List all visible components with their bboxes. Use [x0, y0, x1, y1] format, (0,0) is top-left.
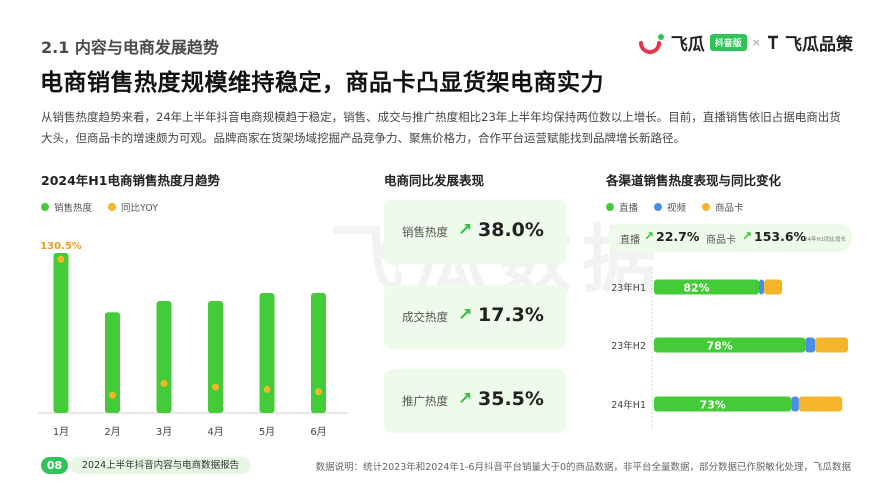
channel-growth-pill: 直播 ↗ 22.7% 商品卡 ↗ 153.6% 24年H1同比增长 [608, 224, 852, 252]
arrow-up-icon: ↗ [742, 229, 753, 243]
x-tick-label: 2月 [104, 426, 120, 438]
channel-segment-0 [654, 396, 792, 412]
green-dot-icon [606, 203, 614, 211]
x-tick-label: 5月 [259, 426, 275, 438]
kpi-label: 销售热度 [402, 225, 448, 239]
growth-live-label: 直播 [620, 235, 640, 246]
green-dot-icon [41, 203, 49, 211]
channel-segment-1 [791, 396, 799, 412]
growth-live-value: 22.7% [656, 229, 700, 244]
legend-item-sales-heat: 销售热度 [41, 200, 92, 214]
right-panel-title: 各渠道销售热度表现与同比变化 [606, 173, 782, 188]
blue-dot-icon [654, 203, 663, 211]
data-note: 数据说明：统计2023年和2024年1-6月抖音平台销量大于0的商品数据，非平台… [315, 462, 851, 473]
yoy-data-label: 130.5% [40, 241, 82, 252]
kpi-value: 35.5% [478, 388, 544, 410]
brand-badge: 抖音版 [709, 34, 747, 51]
heat-bar [53, 253, 69, 413]
orange-dot-icon [108, 203, 117, 211]
yoy-point [109, 391, 116, 399]
channel-segment-2 [798, 396, 843, 412]
live-data-label: 73% [700, 399, 726, 412]
growth-note: 24年H1同比增长 [804, 237, 847, 243]
growth-card-value: 153.6% [754, 229, 807, 244]
legend-label: 直播 [619, 203, 639, 214]
heat-bar [105, 312, 120, 413]
kpi-value: 17.3% [478, 304, 544, 326]
legend-label: 同比YOY [121, 203, 159, 214]
arrow-up-icon: ↗ [644, 229, 655, 243]
legend-label: 商品卡 [715, 203, 744, 214]
left-panel-title: 2024年H1电商销售热度月趋势 [41, 173, 220, 188]
kpi-card-sales: 销售热度 ↗ 38.0% [384, 200, 566, 264]
legend-label: 销售热度 [54, 203, 93, 214]
arrow-up-icon: ↗ [458, 305, 473, 325]
monthly-heat-chart: 1月 130.5% 2月 3月 4月 5月 6月 [38, 241, 348, 438]
brand-name: 飞瓜 [670, 35, 705, 55]
legend-label: 视频 [667, 203, 687, 214]
channel-segment-1 [805, 337, 816, 353]
x-tick-label: 4月 [207, 426, 223, 438]
channel-segment-2 [764, 279, 783, 295]
pince-logo-icon [766, 35, 780, 51]
summary-text: 从销售热度趋势来看，24年上半年抖音电商规模趋于稳定，销售、成交与推广热度相比2… [41, 110, 841, 145]
yoy-point [212, 383, 219, 391]
heat-bar [208, 301, 223, 413]
heat-bar [156, 301, 172, 413]
orange-dot-icon [702, 203, 711, 211]
page-number: 08 [41, 457, 68, 474]
yoy-point [160, 380, 168, 388]
heat-bar [311, 293, 326, 413]
right-legend: 直播 视频 商品卡 [606, 200, 744, 214]
live-data-label: 78% [706, 340, 732, 353]
channel-segment-0 [654, 279, 759, 295]
x-tick-label: 3月 [156, 426, 172, 438]
channel-segment-0 [654, 337, 806, 353]
page-headline: 电商销售热度规模维持稳定，商品卡凸显货架电商实力 [40, 70, 604, 96]
section-title: 2.1 内容与电商发展趋势 [41, 38, 219, 57]
channel-stack-chart: 23年H1 82% 23年H2 78% 24年H1 73% [611, 268, 848, 429]
kpi-card-promotion: 推广热度 ↗ 35.5% [384, 369, 566, 433]
legend-item-yoy: 同比YOY [108, 200, 158, 214]
y-tick-label: 24年H1 [611, 399, 646, 411]
arrow-up-icon: ↗ [458, 389, 473, 409]
kpi-card-transaction: 成交热度 ↗ 17.3% [384, 285, 566, 349]
x-tick-label: 1月 [53, 426, 69, 438]
legend-item-live: 直播 [606, 200, 638, 214]
feigua-logo-icon [638, 32, 666, 54]
channel-segment-2 [815, 337, 848, 353]
legend-item-card: 商品卡 [702, 200, 744, 214]
y-tick-label: 23年H2 [611, 340, 646, 352]
brand-logo: 飞瓜 抖音版 × 飞瓜品策 [638, 30, 853, 55]
growth-card-label: 商品卡 [706, 235, 736, 246]
brand-separator: × [751, 36, 761, 49]
left-legend: 销售热度 同比YOY [41, 200, 158, 214]
kpi-label: 成交热度 [402, 310, 448, 324]
kpi-value: 38.0% [478, 219, 544, 241]
report-name: 2024上半年抖音内容与电商数据报告 [70, 457, 252, 474]
kpi-label: 推广热度 [402, 394, 448, 408]
legend-item-video: 视频 [654, 200, 686, 214]
channel-segment-1 [758, 279, 765, 295]
y-tick-label: 23年H1 [611, 282, 646, 294]
heat-bar [259, 293, 275, 413]
arrow-up-icon: ↗ [458, 220, 473, 240]
partner-name: 飞瓜品策 [785, 35, 853, 55]
middle-panel-title: 电商同比发展表现 [384, 173, 485, 188]
yoy-point [315, 388, 322, 396]
x-tick-label: 6月 [310, 426, 326, 438]
yoy-point [57, 255, 65, 263]
live-data-label: 82% [683, 282, 709, 295]
yoy-point [263, 385, 271, 393]
